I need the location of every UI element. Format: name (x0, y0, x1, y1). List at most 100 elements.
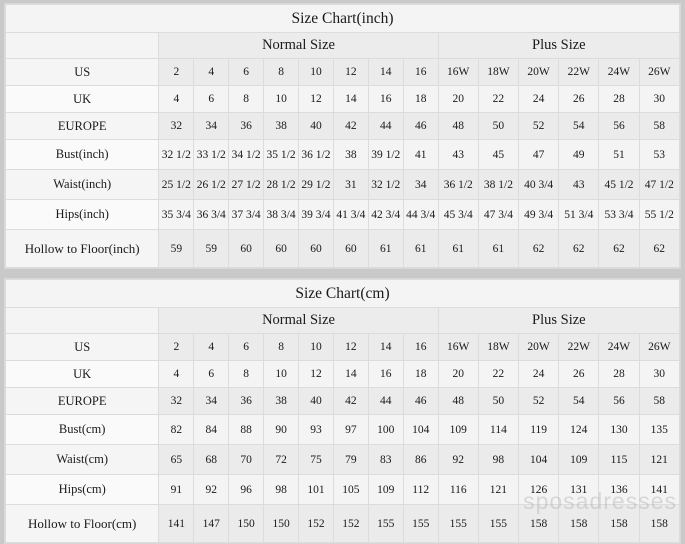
table-cell: 8 (263, 58, 300, 86)
table-cell: 150 (263, 504, 300, 543)
table-cell: 16 (402, 333, 439, 361)
table-cell: 130 (598, 414, 640, 445)
table-row: Hollow to Floor(cm) 141 147 150 150 152 152 155… (4, 504, 681, 543)
table-cell: 10 (298, 58, 334, 86)
table-cell: 10 (263, 85, 300, 113)
table-cell: 12 (332, 58, 369, 86)
table-cell: 98 (477, 444, 520, 475)
table-cell: 61 (477, 229, 520, 268)
table-cell: 35 1/2 (263, 139, 300, 170)
table-row: UK 4 6 8 10 12 14 16 18 20 22 24 26 28 30 (4, 360, 681, 388)
table-cell: 104 (518, 444, 560, 475)
row-label: Hips(cm) (4, 474, 160, 505)
row-label: Bust(inch) (4, 139, 160, 170)
table-cell: 35 3/4 (158, 199, 195, 230)
table-row: US 2 4 6 8 10 12 14 16 16W 18W 20W 22W 24W 26W (4, 333, 681, 361)
table-cell: 62 (638, 229, 681, 268)
table-cell: 51 3/4 (558, 199, 600, 230)
table-cell: 16 (402, 58, 439, 86)
table-cell: 131 (558, 474, 600, 505)
table-cell: 45 3/4 (437, 199, 479, 230)
table-cell: 30 (638, 85, 681, 113)
table-cell: 59 (158, 229, 195, 268)
charts-container: Size Chart(inch) Normal Size Plus Size US 2 4… (4, 3, 681, 544)
table-cell: 6 (228, 333, 265, 361)
table-cell: 10 (263, 360, 300, 388)
row-label: Hips(inch) (4, 199, 160, 230)
table-cell: 18 (402, 360, 439, 388)
table-row: US 2 4 6 8 10 12 14 16 16W 18W 20W 22W 24W 26W (4, 58, 681, 86)
table-cell: 28 1/2 (263, 169, 300, 200)
table-cell: 36 1/2 (298, 139, 334, 170)
table-cell: 58 (638, 112, 681, 140)
table-cell: 14 (367, 58, 404, 86)
table-cell: 29 1/2 (298, 169, 334, 200)
table-row: Hips(cm) 91 92 96 98 101 105 109 112 116 121 126 131… (4, 474, 681, 505)
table-cell: 48 (437, 112, 479, 140)
table-cell: 43 (437, 139, 479, 170)
table-cell: 20W (518, 58, 560, 86)
table-cell: 92 (193, 474, 230, 505)
table-cell: 55 1/2 (638, 199, 681, 230)
table-cell: 72 (263, 444, 300, 475)
table-cell: 26 1/2 (193, 169, 230, 200)
table-cell: 152 (298, 504, 334, 543)
table-cell: 61 (437, 229, 479, 268)
table-cell: 62 (598, 229, 640, 268)
table-cell: 8 (263, 333, 300, 361)
row-label: UK (4, 360, 160, 388)
table-row: Hollow to Floor(inch) 59 59 60 60 60 60 61 61 61 6… (4, 229, 681, 268)
table-cell: 42 3/4 (367, 199, 404, 230)
table-cell: 52 (518, 112, 560, 140)
table-row: Hips(inch) 35 3/4 36 3/4 37 3/4 38 3/4 39 3/4… (4, 199, 681, 230)
group-header-normal-size: Normal Size (158, 32, 439, 59)
table-cell: 22W (558, 333, 600, 361)
table-cell: 47 (518, 139, 560, 170)
table-cell: 42 (332, 387, 369, 415)
table-cell: 32 1/2 (158, 139, 195, 170)
table-cell: 32 1/2 (367, 169, 404, 200)
table-cell: 47 3/4 (477, 199, 520, 230)
table-cell: 38 1/2 (477, 169, 520, 200)
table-cell: 105 (332, 474, 369, 505)
table-cell: 24W (598, 333, 640, 361)
table-cell: 34 (402, 169, 439, 200)
table-cell: 31 (332, 169, 369, 200)
table-cell: 56 (598, 112, 640, 140)
table-cell: 48 (437, 387, 479, 415)
table-cell: 104 (402, 414, 439, 445)
table-cell: 24 (518, 360, 560, 388)
table-cell: 6 (193, 85, 230, 113)
table-row: Bust(inch) 32 1/2 33 1/2 34 1/2 35 1/2 36 1/2… (4, 139, 681, 170)
table-cell: 2 (158, 333, 195, 361)
table-cell: 20W (518, 333, 560, 361)
row-label: EUROPE (4, 387, 160, 415)
table-cell: 41 (402, 139, 439, 170)
table-cell: 97 (332, 414, 369, 445)
table-cell: 115 (598, 444, 640, 475)
table-cell: 4 (158, 360, 195, 388)
table-cell: 150 (228, 504, 265, 543)
table-cell: 2 (158, 58, 195, 86)
table-cell: 112 (402, 474, 439, 505)
table-cell: 79 (332, 444, 369, 475)
table-cell: 121 (638, 444, 681, 475)
table-cell: 30 (638, 360, 681, 388)
table-cell: 58 (638, 387, 681, 415)
table-cell: 155 (367, 504, 404, 543)
table-cell: 158 (518, 504, 560, 543)
table-cell: 86 (402, 444, 439, 475)
table-cell: 36 3/4 (193, 199, 230, 230)
table-cell: 26W (638, 333, 681, 361)
table-cell: 60 (298, 229, 334, 268)
table-cell: 44 3/4 (402, 199, 439, 230)
row-label: Bust(cm) (4, 414, 160, 445)
table-cell: 20 (437, 360, 479, 388)
table-cell: 109 (558, 444, 600, 475)
table-cell: 91 (158, 474, 195, 505)
table-cell: 44 (367, 112, 404, 140)
table-cell: 4 (158, 85, 195, 113)
table-cell: 12 (298, 360, 334, 388)
table-cell: 14 (367, 333, 404, 361)
table-cell: 34 (193, 387, 230, 415)
